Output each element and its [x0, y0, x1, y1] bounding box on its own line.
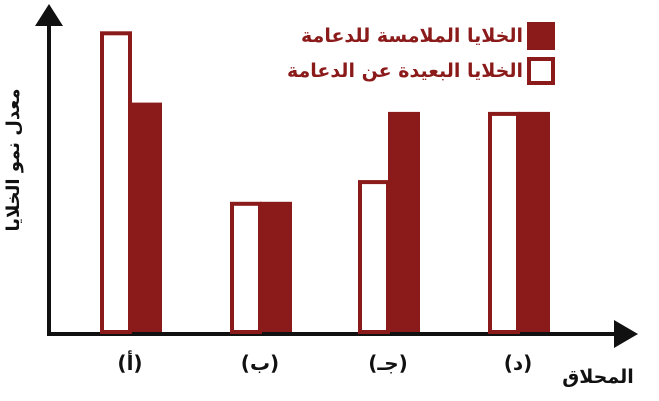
legend-label-touching: الخلايا الملامسة للدعامة [301, 25, 523, 47]
legend: الخلايا الملامسة للدعامة الخلايا البعيدة… [287, 18, 555, 89]
legend-item-far: الخلايا البعيدة عن الدعامة [287, 53, 555, 89]
tick-label-1: (أ) [117, 349, 142, 375]
bar-far-4 [488, 111, 520, 335]
bars-group [100, 31, 550, 335]
bar-touching-3 [388, 111, 420, 333]
bar-far-1 [100, 31, 132, 335]
tick-labels-group: (أ) (ب) (جـ) (د) [117, 349, 532, 375]
x-axis-label: المحلاق [562, 366, 634, 388]
legend-item-touching: الخلايا الملامسة للدعامة [287, 18, 555, 54]
bar-touching-2 [260, 201, 292, 332]
tick-label-3: (جـ) [368, 351, 408, 375]
bar-touching-1 [130, 102, 162, 332]
bar-far-3 [358, 180, 390, 334]
y-axis-arrowhead [35, 4, 63, 26]
x-axis-arrowhead [614, 320, 638, 348]
legend-label-far: الخلايا البعيدة عن الدعامة [286, 60, 523, 82]
bar-far-2 [230, 201, 262, 334]
tick-label-4: (د) [504, 351, 533, 375]
legend-swatch-far [527, 57, 555, 85]
legend-swatch-touching [527, 22, 555, 50]
tick-label-2: (ب) [241, 351, 279, 375]
bar-touching-4 [518, 111, 550, 333]
y-axis-label: معدل نمو الخلايا [3, 88, 24, 232]
